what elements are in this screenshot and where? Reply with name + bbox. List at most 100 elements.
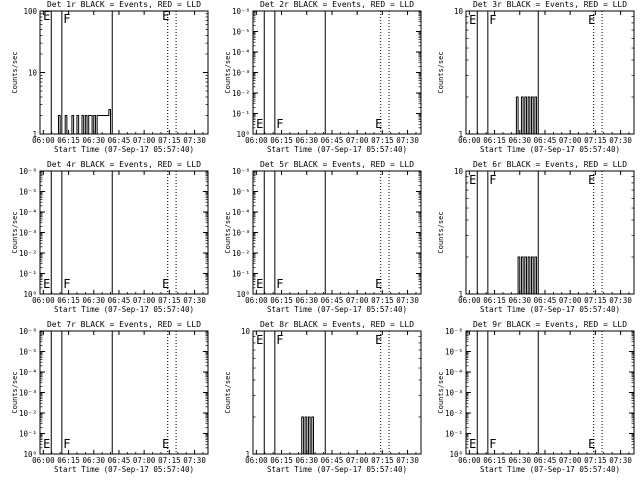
x-tick-label: 06:00 [245, 456, 268, 465]
y-tick-label: 10⁻⁶ [232, 7, 250, 16]
y-tick-label: 10⁻² [232, 249, 250, 258]
y-tick-label: 10⁻⁴ [232, 48, 250, 57]
x-tick-label: 07:15 [371, 136, 394, 145]
y-tick-label: 10⁰ [236, 290, 250, 299]
x-tick-label: 07:15 [158, 296, 181, 305]
chart-title: Det 8r BLACK = Events, RED = LLD [260, 320, 414, 329]
x-tick-label: 07:30 [183, 456, 206, 465]
x-tick-label: 07:30 [396, 136, 419, 145]
x-tick-label: 07:15 [158, 136, 181, 145]
plot-frame [465, 170, 635, 295]
plot-frame [252, 170, 422, 295]
y-tick-label: 10⁻³ [232, 69, 250, 78]
y-tick-label: 10⁻⁵ [232, 28, 250, 37]
x-tick-label: 06:00 [32, 296, 55, 305]
marker-e: E [256, 333, 263, 347]
y-tick-label: 10⁻⁶ [232, 167, 250, 176]
marker-f: F [63, 277, 70, 291]
x-tick-label: 06:45 [108, 456, 131, 465]
chart-title: Det 7r BLACK = Events, RED = LLD [47, 320, 201, 329]
y-tick-label: 10⁻² [19, 249, 37, 258]
x-tick-label: 07:00 [346, 136, 369, 145]
x-tick-label: 06:15 [57, 296, 80, 305]
y-tick-label: 1 [245, 450, 250, 459]
x-tick-label: 06:15 [483, 296, 506, 305]
y-tick-label: 10⁻⁴ [445, 368, 463, 377]
x-tick-label: 07:15 [584, 456, 607, 465]
plot-frame [465, 330, 635, 455]
marker-f: F [489, 13, 496, 27]
x-tick-label: 06:30 [508, 136, 531, 145]
plot-frame [39, 170, 209, 295]
x-axis-label: Start Time (07-Sep-17 05:57:40) [54, 305, 194, 314]
y-tick-label: 10⁻² [232, 89, 250, 98]
x-tick-label: 06:30 [508, 296, 531, 305]
x-tick-label: 07:00 [133, 456, 156, 465]
x-tick-label: 07:00 [133, 136, 156, 145]
x-tick-label: 07:30 [609, 296, 632, 305]
plot-frame [252, 10, 422, 135]
x-tick-label: 07:00 [346, 296, 369, 305]
chart-title: Det 6r BLACK = Events, RED = LLD [473, 160, 627, 169]
x-tick-label: 06:00 [458, 456, 481, 465]
x-tick-label: 07:30 [609, 136, 632, 145]
x-tick-label: 07:30 [183, 136, 206, 145]
x-tick-label: 06:00 [458, 136, 481, 145]
marker-e: E [162, 9, 169, 23]
x-tick-label: 07:30 [183, 296, 206, 305]
chart-title: Det 3r BLACK = Events, RED = LLD [473, 0, 627, 9]
marker-f: F [276, 277, 283, 291]
y-tick-label: 10⁻¹ [19, 430, 37, 439]
marker-f: F [489, 437, 496, 451]
x-tick-label: 06:30 [295, 136, 318, 145]
y-tick-label: 10 [241, 327, 251, 336]
marker-e: E [256, 277, 263, 291]
x-tick-label: 07:30 [396, 456, 419, 465]
y-tick-label: 1 [458, 130, 463, 139]
y-tick-label: 10⁻³ [445, 389, 463, 398]
chart-title: Det 1r BLACK = Events, RED = LLD [47, 0, 201, 9]
x-tick-label: 06:00 [32, 136, 55, 145]
chart-title: Det 9r BLACK = Events, RED = LLD [473, 320, 627, 329]
marker-e: E [43, 437, 50, 451]
x-tick-label: 07:00 [133, 296, 156, 305]
marker-f: F [63, 12, 70, 26]
y-tick-label: 10⁻² [19, 409, 37, 418]
x-tick-label: 07:15 [371, 296, 394, 305]
y-tick-label: 10⁻² [445, 409, 463, 418]
y-tick-label: 10⁻⁶ [19, 167, 37, 176]
x-axis-label: Start Time (07-Sep-17 05:57:40) [480, 305, 620, 314]
y-tick-label: 10⁰ [23, 290, 37, 299]
x-tick-label: 07:00 [346, 456, 369, 465]
x-tick-label: 06:45 [534, 136, 557, 145]
x-tick-label: 06:15 [270, 456, 293, 465]
plot-frame [39, 330, 209, 455]
x-axis-label: Start Time (07-Sep-17 05:57:40) [267, 145, 407, 154]
y-tick-label: 10⁰ [236, 130, 250, 139]
y-tick-label: 10⁻³ [19, 389, 37, 398]
y-tick-label: 10⁻⁵ [19, 188, 37, 197]
y-tick-label: 10⁻⁴ [19, 208, 37, 217]
x-tick-label: 06:15 [57, 456, 80, 465]
y-tick-label: 1 [458, 290, 463, 299]
y-axis-label: Counts/sec [437, 371, 445, 413]
events-series [300, 416, 314, 455]
x-tick-label: 06:30 [82, 136, 105, 145]
y-tick-label: 10⁻⁵ [445, 348, 463, 357]
x-tick-label: 06:30 [295, 456, 318, 465]
y-axis-label: Counts/sec [11, 371, 19, 413]
y-axis-label: Counts/sec [224, 211, 232, 253]
y-tick-label: 10⁻³ [19, 229, 37, 238]
y-tick-label: 10⁰ [23, 450, 37, 459]
x-axis-label: Start Time (07-Sep-17 05:57:40) [54, 145, 194, 154]
x-tick-label: 06:45 [108, 136, 131, 145]
x-tick-label: 07:15 [584, 296, 607, 305]
x-tick-label: 06:00 [458, 296, 481, 305]
y-tick-label: 10⁻⁴ [232, 208, 250, 217]
panel-det-1r: Det 1r BLACK = Events, RED = LLD 06:00 06:… [11, 0, 209, 154]
x-tick-label: 06:30 [82, 296, 105, 305]
